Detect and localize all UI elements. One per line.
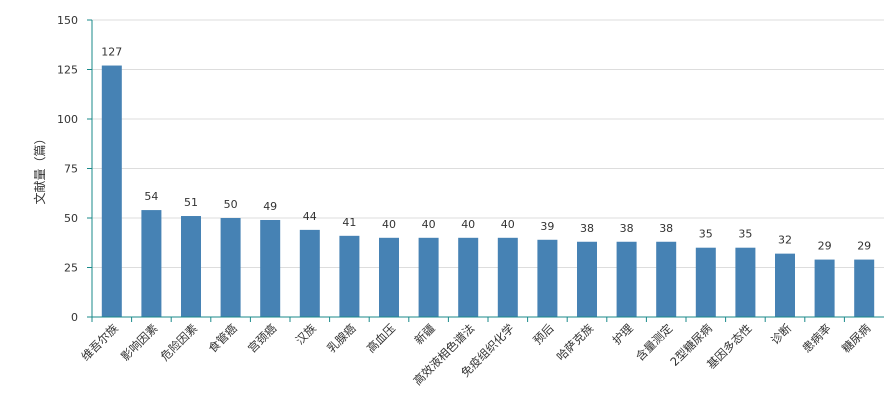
bar (141, 210, 162, 317)
bar (299, 229, 320, 317)
data-label: 35 (699, 228, 713, 241)
category-label: 影响因素 (118, 321, 160, 363)
bar (735, 247, 756, 317)
bar (260, 219, 281, 317)
y-axis-ticks: 0 25 50 75 100 125 150 (57, 14, 92, 324)
data-label: 40 (461, 218, 475, 231)
category-label: 糖尿病 (839, 321, 874, 356)
category-label: 汉族 (293, 321, 320, 348)
y-axis-title: 文献量（篇） (32, 132, 47, 204)
data-label: 41 (342, 216, 356, 229)
bar (458, 237, 479, 317)
y-tick-label: 125 (57, 64, 78, 77)
data-label: 32 (778, 234, 792, 247)
category-label: 食管癌 (205, 321, 240, 356)
y-tick-label: 75 (64, 163, 78, 176)
y-tick-label: 0 (71, 311, 78, 324)
data-label: 29 (857, 240, 871, 253)
data-label: 38 (659, 222, 673, 235)
bar (339, 235, 360, 317)
category-label: 哈萨克族 (554, 321, 597, 364)
data-label: 44 (303, 210, 317, 223)
bar (418, 237, 439, 317)
category-label: 新疆 (412, 321, 439, 348)
bars (101, 65, 875, 317)
data-label: 35 (738, 228, 752, 241)
grid-lines (92, 19, 884, 268)
category-label: 护理 (610, 321, 637, 348)
y-tick-label: 25 (64, 262, 78, 275)
category-label: 预后 (530, 321, 556, 347)
category-label: 宫颈癌 (245, 321, 280, 356)
data-label: 127 (101, 46, 122, 59)
bar (577, 241, 597, 317)
y-tick-label: 150 (57, 14, 78, 27)
data-label: 29 (818, 240, 832, 253)
bar (537, 239, 558, 317)
category-label: 高血压 (364, 321, 398, 355)
data-label: 40 (382, 218, 396, 231)
bar (775, 253, 795, 317)
bar (379, 237, 399, 317)
data-label: 54 (144, 190, 158, 203)
y-tick-label: 100 (57, 113, 78, 126)
bar (497, 237, 518, 317)
category-label: 患病率 (799, 321, 833, 355)
bar (814, 259, 835, 317)
bar (854, 259, 875, 317)
bar (220, 218, 241, 317)
data-label: 51 (184, 196, 198, 209)
data-label: 38 (620, 222, 634, 235)
bar (181, 216, 201, 317)
category-label: 诊断 (768, 321, 795, 348)
category-label: 乳腺癌 (324, 321, 359, 356)
data-label: 38 (580, 222, 594, 235)
data-labels: 127 54 51 50 49 44 41 40 40 40 40 39 38 38 38 35 35 32 29 2… (101, 46, 871, 253)
category-label: 维吾尔族 (78, 321, 121, 364)
bar (616, 241, 637, 317)
bar (695, 247, 716, 317)
data-label: 49 (263, 200, 277, 213)
category-label: 危险因素 (158, 321, 200, 363)
data-label: 40 (501, 218, 515, 231)
y-tick-label: 50 (64, 212, 78, 225)
data-label: 40 (422, 218, 436, 231)
data-label: 39 (540, 220, 554, 233)
bar (656, 241, 677, 317)
data-label: 50 (224, 198, 238, 211)
bar (101, 65, 122, 317)
